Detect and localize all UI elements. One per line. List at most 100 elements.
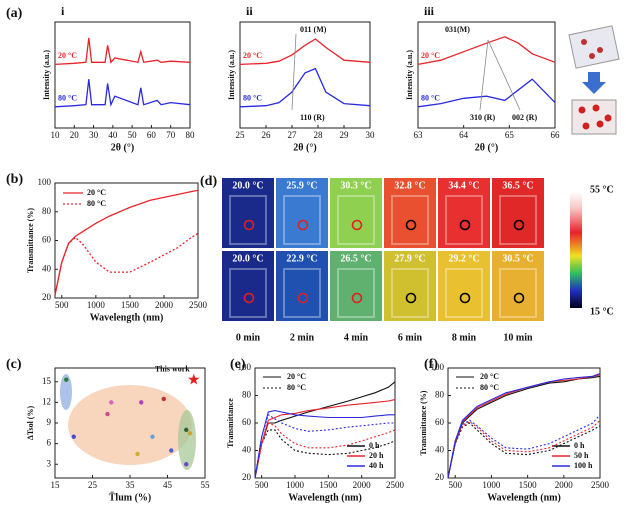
legend-label: 100 h	[574, 461, 593, 470]
probe-marker	[351, 219, 363, 231]
x-tick-label: 60	[147, 130, 157, 140]
x-axis-label: T̄lum (%)	[109, 492, 152, 504]
x-tick-label: 30	[89, 130, 99, 140]
panel-label: (a)	[6, 6, 23, 21]
x-tick-label: 35	[126, 480, 136, 490]
y-tick-label: 40	[42, 263, 52, 273]
y-tick-label: 20	[435, 472, 445, 482]
x-axis-label: Wavelength (nm)	[288, 492, 362, 503]
group-region	[60, 374, 72, 410]
x-tick-label: 29	[340, 130, 350, 140]
x-tick-label: 25	[88, 480, 98, 490]
series-line	[254, 413, 395, 479]
legend-label: 50 h	[574, 451, 589, 460]
y-tick-label: 9	[47, 417, 52, 427]
temperature-label: 30.5 °C	[502, 253, 533, 264]
y-axis-label: Transmittance (%)	[419, 390, 428, 455]
panel-label: (c)	[6, 357, 22, 372]
x-tick-label: 26	[262, 130, 272, 140]
peak-annotation: 031(M)	[445, 25, 470, 34]
x-tick-label: 63	[414, 130, 424, 140]
legend-label: 40 h	[369, 461, 384, 470]
x-tick-label: 64	[459, 130, 469, 140]
x-tick-label: 1500	[121, 300, 140, 310]
y-axis-label: Intensity (a.u.)	[227, 50, 236, 100]
y-axis-label: Intensity (a.u.)	[42, 50, 51, 100]
series-line	[54, 37, 191, 66]
scatter-point	[187, 431, 193, 436]
y-tick-label: 15	[42, 376, 52, 386]
peak-annotation: 002 (R)	[512, 113, 537, 122]
structure-icon	[568, 25, 620, 135]
scatter-point	[105, 411, 110, 417]
time-label: 0 min	[236, 332, 261, 343]
y-axis-label: ΔTsol (%)	[26, 406, 35, 441]
x-axis-label: 2θ (°)	[111, 142, 134, 153]
y-tick-label: 100	[431, 362, 445, 372]
color-bar	[570, 192, 582, 308]
x-axis-label: Wavelength (nm)	[90, 312, 164, 323]
x-tick-label: 2000	[155, 300, 174, 310]
style-label: 20 °C	[480, 372, 499, 381]
x-tick-label: 30	[366, 130, 376, 140]
probe-marker	[405, 219, 417, 231]
series-label: 20 °C	[243, 51, 262, 60]
plot-frame	[54, 182, 199, 299]
y-tick-label: 60	[435, 417, 445, 427]
y-tick-label: 40	[242, 445, 252, 455]
y-axis-label: Intensity (a.u.)	[405, 50, 414, 100]
series-label: 20 °C	[421, 51, 440, 60]
legend-label: 0 h	[574, 441, 585, 450]
y-tick-label: 80	[42, 206, 52, 216]
guide-line	[479, 39, 489, 111]
x-tick-label: 45	[163, 480, 173, 490]
x-tick-label: 2000	[353, 480, 372, 490]
scatter-point	[184, 462, 189, 467]
series-line	[254, 399, 396, 479]
group-region	[68, 385, 192, 465]
panel-title: ii	[246, 4, 253, 18]
y-tick-label: 60	[42, 235, 52, 245]
x-tick-label: 66	[551, 130, 561, 140]
panel-label: (f)	[424, 357, 438, 372]
series-line	[254, 422, 396, 479]
y-tick-label: 6	[47, 438, 52, 448]
x-tick-label: 1500	[319, 480, 338, 490]
probe-marker	[513, 219, 525, 231]
legend-label: 20 °C	[87, 188, 106, 197]
probe-marker	[243, 292, 255, 304]
y-tick-label: 20	[42, 292, 52, 302]
series-label: 80 °C	[421, 94, 440, 103]
x-tick-label: 10	[51, 130, 61, 140]
scale-min: 15 °C	[590, 306, 614, 317]
series-line	[54, 232, 199, 296]
series-line	[417, 36, 556, 66]
x-tick-label: 500	[55, 300, 69, 310]
scatter-point	[109, 400, 114, 405]
time-label: 4 min	[344, 332, 369, 343]
x-tick-label: 40	[108, 130, 118, 140]
series-line	[447, 419, 601, 479]
temperature-label: 20.0 °C	[232, 253, 263, 264]
temperature-label: 20.0 °C	[232, 180, 263, 191]
plot-frame	[54, 21, 191, 129]
probe-marker	[351, 292, 363, 304]
probe-marker	[243, 219, 255, 231]
panel-label: (e)	[230, 357, 246, 372]
time-label: 10 min	[503, 332, 533, 343]
peak-annotation: 310 (R)	[470, 113, 495, 122]
series-line	[447, 414, 601, 479]
probe-marker	[459, 292, 471, 304]
y-tick-label: 80	[242, 390, 252, 400]
y-tick-label: 100	[38, 177, 52, 187]
x-tick-label: 20	[70, 130, 80, 140]
x-axis-label: 2θ (°)	[293, 142, 316, 153]
legend-label: 0 h	[369, 441, 380, 450]
temperature-label: 34.4 °C	[448, 180, 479, 191]
x-tick-label: 1000	[286, 480, 305, 490]
series-line	[447, 372, 601, 479]
x-tick-label: 500	[448, 480, 462, 490]
temperature-label: 29.2 °C	[448, 253, 479, 264]
y-tick-label: 40	[435, 445, 445, 455]
